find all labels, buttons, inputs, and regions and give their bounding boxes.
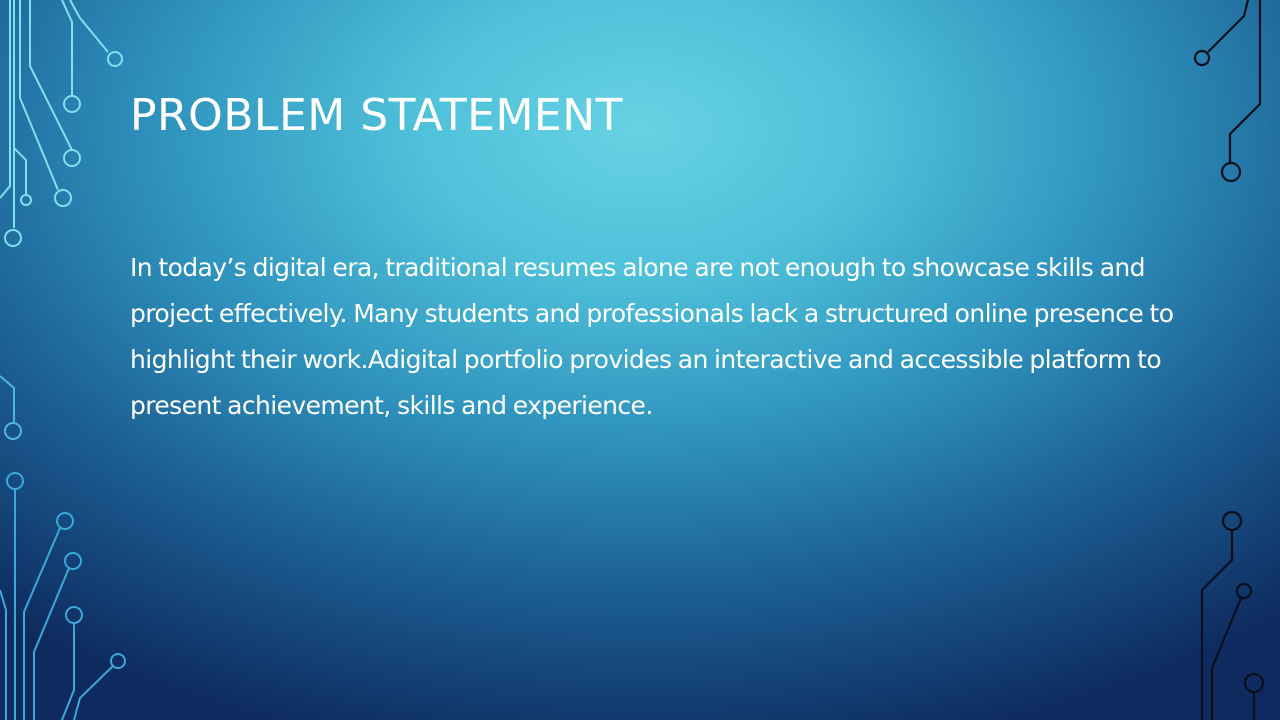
slide-title: PROBLEM STATEMENT — [130, 90, 623, 141]
slide-body-text: In today’s digital era, traditional resu… — [130, 253, 1174, 420]
